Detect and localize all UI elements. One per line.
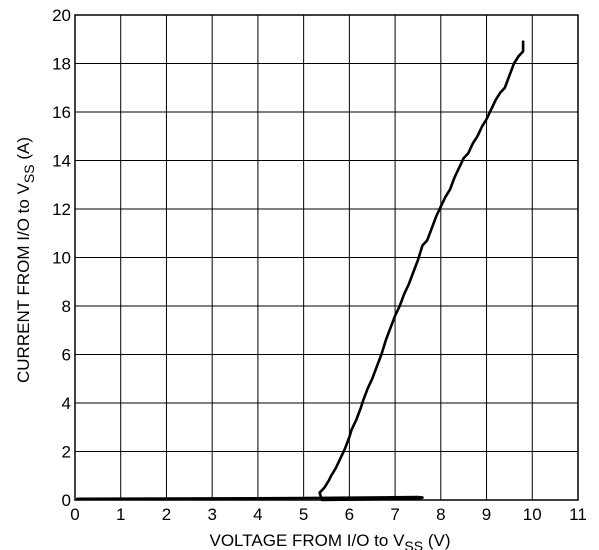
y-tick-label: 8 — [62, 297, 71, 316]
y-tick-label: 14 — [52, 152, 71, 171]
y-tick-label: 2 — [62, 443, 71, 462]
y-ticks: 0 2 4 6 8 10 12 14 16 18 20 — [52, 6, 71, 510]
series-group — [76, 40, 525, 502]
x-tick-label: 10 — [523, 505, 542, 524]
series-line-0 — [76, 40, 525, 502]
x-tick-label: 6 — [345, 505, 354, 524]
x-tick-label: 2 — [162, 505, 171, 524]
y-tick-label: 4 — [62, 394, 71, 413]
x-tick-label: 1 — [116, 505, 125, 524]
y-tick-label: 12 — [52, 200, 71, 219]
x-ticks: 0 1 2 3 4 5 6 7 8 9 10 11 — [70, 505, 587, 524]
y-tick-label: 10 — [52, 249, 71, 268]
y-tick-label: 6 — [62, 346, 71, 365]
y-tick-label: 16 — [52, 103, 71, 122]
x-tick-label: 11 — [569, 505, 587, 524]
x-axis-label: VOLTAGE FROM I/O to VSS (V) — [210, 531, 451, 550]
x-tick-label: 5 — [299, 505, 308, 524]
y-axis-label: CURRENT FROM I/O to VSS (A) — [14, 137, 37, 383]
x-tick-label: 3 — [207, 505, 216, 524]
y-tick-label: 20 — [52, 6, 71, 25]
y-tick-label: 0 — [62, 491, 71, 510]
x-tick-label: 4 — [253, 505, 262, 524]
x-tick-label: 0 — [70, 505, 79, 524]
y-tick-label: 18 — [52, 55, 71, 74]
grid — [74, 14, 579, 501]
x-tick-label: 7 — [390, 505, 399, 524]
x-tick-label: 8 — [436, 505, 445, 524]
x-tick-label: 9 — [482, 505, 491, 524]
